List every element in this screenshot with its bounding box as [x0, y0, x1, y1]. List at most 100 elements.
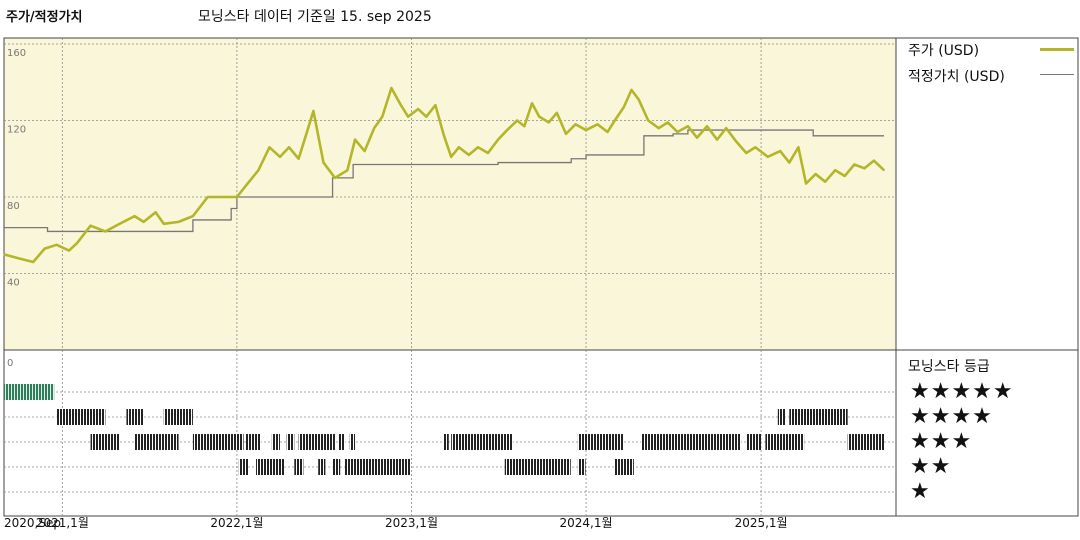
- price-point: [417, 108, 419, 110]
- price-point: [89, 224, 92, 227]
- price-point: [606, 131, 609, 133]
- price-point: [754, 146, 757, 149]
- price-point: [434, 104, 437, 106]
- price-line: [3, 86, 885, 264]
- price-point: [834, 169, 837, 172]
- price-point: [853, 163, 856, 166]
- x-tick-label: 2020,Sep: [4, 516, 61, 530]
- price-point: [322, 161, 325, 164]
- price-point: [523, 125, 526, 128]
- rating-bar-4-stars: [163, 409, 193, 425]
- price-point: [268, 146, 271, 149]
- rating-bar-3-stars: [451, 434, 513, 450]
- rating-bar-5-stars: [4, 384, 55, 400]
- price-point: [177, 221, 180, 223]
- price-point: [304, 135, 307, 137]
- price-point: [745, 152, 748, 154]
- rating-bar-3-stars: [349, 434, 356, 450]
- price-point: [696, 136, 698, 139]
- price-point: [676, 131, 679, 133]
- price-point: [623, 106, 625, 108]
- rating-4-stars: ★★★★: [910, 404, 993, 429]
- rating-bar-2-stars: [256, 459, 285, 475]
- x-tick-label: 2023,1월: [385, 516, 438, 530]
- price-point: [883, 169, 885, 172]
- rating-bar-3-stars: [641, 434, 741, 450]
- price-point: [779, 150, 782, 152]
- price-point: [556, 112, 558, 114]
- price-point: [346, 169, 349, 172]
- x-tick-label: 2024,1월: [560, 516, 613, 530]
- rating-bar-3-stars: [847, 434, 884, 450]
- rating-bar-3-stars: [134, 434, 179, 450]
- price-point: [68, 249, 70, 252]
- rating-bar-3-stars: [286, 434, 295, 450]
- legend-price-label: 주가 (USD): [908, 43, 980, 59]
- rating-bar-3-stars: [765, 434, 805, 450]
- price-point: [843, 175, 846, 177]
- price-point: [797, 146, 800, 149]
- rating-bar-3-stars: [271, 434, 280, 450]
- price-point: [538, 115, 540, 118]
- price-point: [104, 230, 107, 233]
- price-point: [487, 152, 489, 154]
- x-tick-label: 2021,1월: [36, 516, 89, 530]
- fair-value-line: [4, 129, 884, 233]
- x-tick-label: 2025,1월: [735, 516, 788, 530]
- price-point: [257, 169, 260, 172]
- legend-price-swatch: [1040, 48, 1074, 51]
- price-point: [363, 150, 366, 152]
- price-point: [647, 119, 650, 122]
- x-tick-label: 2022,1월: [210, 516, 263, 530]
- price-point: [637, 98, 640, 101]
- rating-bar-3-stars: [338, 434, 345, 450]
- rating-3-stars: ★★★: [910, 429, 973, 454]
- rating-bar-4-stars: [56, 409, 106, 425]
- price-point: [400, 104, 402, 106]
- price-point: [516, 119, 518, 122]
- chart-frame: [3, 37, 1079, 517]
- price-point: [43, 247, 46, 250]
- price-point: [236, 196, 238, 198]
- price-point: [574, 123, 577, 126]
- price-point: [425, 115, 428, 118]
- rating-bar-2-stars: [332, 459, 341, 475]
- data-as-of-title: 모닝스타 데이터 기준일 15. sep 2025: [198, 9, 432, 25]
- rating-bar-2-stars: [504, 459, 571, 475]
- price-point: [192, 215, 194, 217]
- y-tick-label: 80: [7, 201, 20, 212]
- chart-category-title: 주가/적정가치: [6, 10, 83, 25]
- price-point: [288, 146, 290, 149]
- price-point: [17, 257, 20, 260]
- rating-bar-2-stars: [345, 459, 411, 475]
- rating-bar-3-stars: [746, 434, 762, 450]
- price-point: [531, 102, 533, 105]
- price-point: [497, 138, 499, 141]
- price-point: [206, 196, 209, 198]
- price-point: [873, 159, 875, 162]
- legend-fair-value-label: 적정가치 (USD): [908, 69, 1005, 85]
- price-point: [630, 89, 633, 91]
- price-point: [297, 157, 300, 160]
- rating-legend-title: 모닝스타 등급: [908, 359, 990, 375]
- price-point: [725, 127, 727, 129]
- price-point: [373, 127, 375, 129]
- price-point: [245, 184, 247, 187]
- rating-bar-2-stars: [294, 459, 304, 475]
- rating-bar-2-stars: [238, 459, 249, 475]
- rating-bar-3-stars: [577, 434, 624, 450]
- rating-bar-2-stars: [577, 459, 586, 475]
- price-point: [863, 167, 866, 170]
- price-point: [443, 135, 445, 137]
- price-point: [55, 244, 58, 246]
- price-point: [687, 125, 689, 128]
- price-point: [788, 161, 791, 164]
- price-point: [312, 110, 315, 112]
- price-point: [407, 115, 409, 118]
- price-point: [450, 156, 452, 158]
- price-point: [657, 127, 660, 129]
- rating-5-stars: ★★★★★: [910, 379, 1014, 404]
- price-point: [162, 222, 165, 225]
- price-point: [506, 129, 508, 131]
